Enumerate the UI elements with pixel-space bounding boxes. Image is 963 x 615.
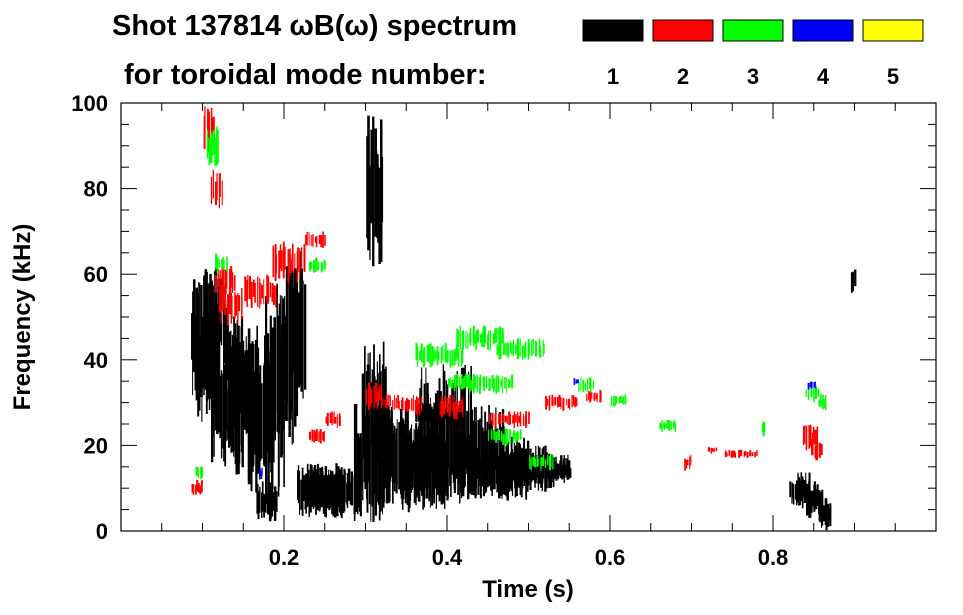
series-2-mark-11: [398, 395, 423, 415]
x-tick-label: 0.6: [595, 545, 626, 570]
legend-swatch-1: [582, 19, 644, 42]
series-3-mark-14: [761, 421, 766, 437]
series-3-mark-10: [610, 394, 627, 407]
series-2-mark-6: [305, 231, 326, 248]
legend-swatch-5: [862, 19, 924, 42]
series-2-mark-17: [707, 447, 718, 454]
series-1-mark-16: [366, 115, 384, 267]
series-2-mark-4: [244, 274, 277, 309]
series-1-mark-29: [850, 269, 857, 293]
series-3-mark-11: [659, 420, 676, 433]
y-tick-label: 40: [84, 348, 108, 373]
series-2-mark-13: [488, 411, 530, 429]
series-2-mark-15: [586, 390, 602, 403]
series-1-mark-13: [317, 467, 359, 519]
x-tick-label: 0.8: [758, 545, 789, 570]
series-3-mark-8: [529, 454, 554, 471]
legend-label-2: 2: [677, 64, 689, 89]
y-tick-label: 0: [96, 519, 108, 544]
series-2-mark-5: [272, 241, 306, 283]
series-4-mark-1: [259, 467, 263, 479]
y-tick-label: 20: [84, 433, 108, 458]
series-1-mark-10: [288, 251, 307, 420]
legend-label-4: 4: [817, 64, 830, 89]
y-tick-label: 100: [71, 91, 108, 116]
series-2-mark-19: [802, 424, 819, 451]
legend-label-3: 3: [747, 64, 759, 89]
series-3-mark-2: [309, 257, 326, 273]
series-2-mark-20: [811, 439, 823, 461]
legend-label-1: 1: [607, 64, 619, 89]
series-1-mark-7: [256, 480, 278, 522]
axis-ticks: 0.2 0.4 0.6 0.8 0 20 40 60 80 100: [71, 91, 936, 570]
y-tick-label: 60: [84, 262, 108, 287]
series-3-mark-1: [215, 253, 228, 274]
series-2-mark-10: [382, 394, 399, 411]
series-4-mark-0: [807, 381, 816, 390]
chart-title-line1: Shot 137814 ωB(ω) spectrum: [112, 10, 517, 42]
x-tick-label: 0.2: [269, 545, 300, 570]
series-2-mark-16: [684, 454, 692, 471]
x-tick-label: 0.4: [432, 545, 463, 570]
series-2-mark-18: [724, 449, 758, 458]
series-3-mark-4: [456, 325, 504, 351]
series-2-mark-9: [365, 382, 383, 410]
series-mode-1: [191, 115, 857, 531]
legend-swatch-3: [722, 19, 784, 42]
series-2-mark-8: [325, 411, 341, 428]
series-2-mark-1: [210, 169, 223, 209]
series-1-mark-24: [549, 463, 572, 480]
series-4-mark-2: [573, 378, 579, 385]
plot-area: [191, 106, 857, 531]
series-2-mark-21: [191, 479, 203, 495]
legend-swatch-4: [792, 19, 854, 42]
series-3-mark-5: [496, 338, 545, 360]
series-2-mark-14: [545, 394, 578, 411]
series-3-mark-3: [415, 343, 464, 368]
series-2-mark-3: [218, 285, 243, 326]
series-3-mark-9: [578, 377, 594, 393]
series-3-mark-15: [195, 466, 203, 480]
series-2-mark-7: [308, 429, 325, 444]
series-3-mark-7: [488, 428, 522, 446]
series-mode-4: [259, 378, 816, 479]
series-3-mark-12: [805, 385, 820, 403]
series-mode-2: [191, 106, 823, 495]
series-3-mark-6: [447, 373, 514, 394]
series-1-mark-28: [818, 497, 832, 531]
chart-title-line2: for toroidal mode number:: [124, 59, 487, 91]
series-2-mark-2: [214, 266, 236, 295]
series-mode-3: [195, 126, 827, 480]
series-2-mark-12: [439, 394, 464, 420]
series-3-mark-0: [206, 126, 219, 167]
y-tick-label: 80: [84, 177, 108, 202]
legend: 1 2 3 4 5: [582, 19, 924, 89]
legend-swatch-2: [652, 19, 714, 42]
legend-label-5: 5: [887, 64, 899, 89]
series-3-mark-13: [818, 394, 827, 411]
x-axis-title: Time (s): [482, 576, 574, 603]
y-axis-title: Frequency (kHz): [9, 224, 36, 411]
